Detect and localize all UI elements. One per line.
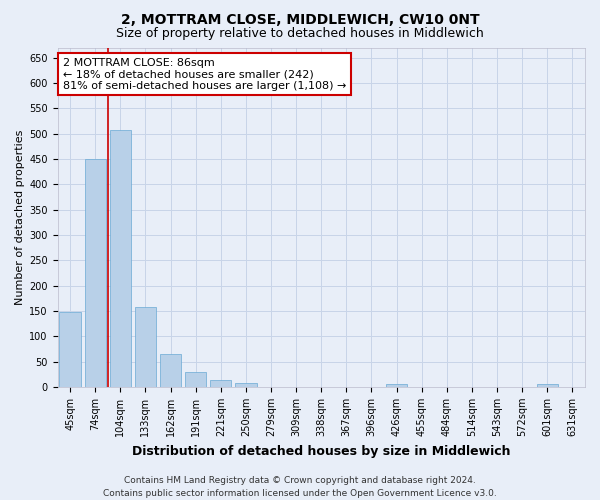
Bar: [85, 159, 106, 387]
Text: 2, MOTTRAM CLOSE, MIDDLEWICH, CW10 0NT: 2, MOTTRAM CLOSE, MIDDLEWICH, CW10 0NT: [121, 12, 479, 26]
Bar: [110, 130, 131, 387]
Bar: [210, 380, 232, 387]
Bar: [160, 354, 181, 387]
Bar: [59, 312, 81, 387]
Text: 2 MOTTRAM CLOSE: 86sqm
← 18% of detached houses are smaller (242)
81% of semi-de: 2 MOTTRAM CLOSE: 86sqm ← 18% of detached…: [63, 58, 346, 91]
Bar: [185, 372, 206, 387]
Text: Size of property relative to detached houses in Middlewich: Size of property relative to detached ho…: [116, 28, 484, 40]
Bar: [536, 384, 558, 387]
Bar: [135, 307, 156, 387]
Bar: [235, 383, 257, 387]
Text: Contains HM Land Registry data © Crown copyright and database right 2024.
Contai: Contains HM Land Registry data © Crown c…: [103, 476, 497, 498]
Y-axis label: Number of detached properties: Number of detached properties: [15, 130, 25, 305]
Bar: [386, 384, 407, 387]
X-axis label: Distribution of detached houses by size in Middlewich: Distribution of detached houses by size …: [132, 444, 511, 458]
